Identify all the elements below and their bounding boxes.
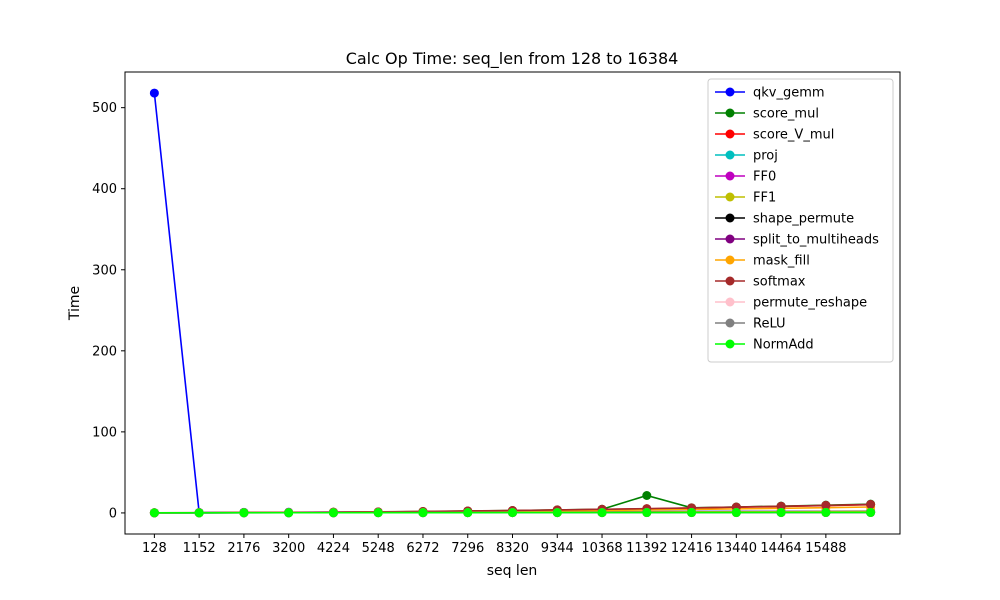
legend-entry-ff0: FF0 <box>715 170 776 185</box>
legend-entry-qkv-gemm: qkv_gemm <box>715 86 825 101</box>
x-tick-label: 3200 <box>272 541 305 556</box>
legend-label: score_mul <box>753 107 819 122</box>
legend-label: FF0 <box>753 170 776 185</box>
data-point-normadd <box>418 508 428 518</box>
legend-entry-score-v-mul: score_V_mul <box>715 128 834 143</box>
data-point-normadd <box>552 508 562 518</box>
data-point-normadd <box>597 508 607 518</box>
legend-entry-score-mul: score_mul <box>715 107 819 122</box>
x-tick-label: 128 <box>142 541 167 556</box>
y-tick-label: 400 <box>92 182 117 197</box>
data-point-qkv-gemm <box>149 88 159 98</box>
y-axis: 0 100 200 300 400 500 <box>92 101 125 521</box>
x-tick-label: 4224 <box>317 541 350 556</box>
y-tick-label: 300 <box>92 263 117 278</box>
legend-label: FF1 <box>753 191 776 206</box>
data-point-normadd <box>149 508 159 518</box>
legend-entry-ff1: FF1 <box>715 191 776 206</box>
data-point-normadd <box>463 508 473 518</box>
series-normadd <box>149 507 876 518</box>
x-tick-label: 13440 <box>716 541 757 556</box>
legend-swatch-marker <box>725 234 735 244</box>
legend-swatch-marker <box>725 108 735 118</box>
legend-swatch-marker <box>725 87 735 97</box>
data-point-normadd <box>194 508 204 518</box>
data-point-normadd <box>687 508 697 518</box>
y-tick-label: 0 <box>109 506 117 521</box>
legend-box <box>707 78 894 363</box>
legend-label: mask_fill <box>753 254 810 269</box>
data-point-softmax <box>821 500 831 510</box>
series-layer <box>149 88 876 518</box>
data-point-softmax <box>776 501 786 511</box>
x-tick-label: 10368 <box>581 541 622 556</box>
legend-entry-normadd: NormAdd <box>715 338 814 353</box>
legend-label: score_V_mul <box>753 128 834 143</box>
x-tick-label: 1152 <box>183 541 216 556</box>
x-tick-label: 2176 <box>227 541 260 556</box>
data-point-normadd <box>866 507 876 517</box>
x-tick-label: 15488 <box>805 541 846 556</box>
data-point-score-mul <box>642 491 652 500</box>
plot-area <box>124 71 901 535</box>
legend-swatch-marker <box>725 297 735 307</box>
legend-swatch-marker <box>725 318 735 328</box>
legend-label: ReLU <box>753 317 786 332</box>
legend-swatch-marker <box>725 171 735 181</box>
x-tick-label: 12416 <box>671 541 712 556</box>
x-tick-label: 11392 <box>626 541 667 556</box>
data-point-normadd <box>776 507 786 517</box>
legend-entry-mask-fill: mask_fill <box>715 254 810 269</box>
x-axis: 128 1152 2176 3200 4224 5248 6272 7296 8320 9344 1… <box>142 534 847 556</box>
data-point-normadd <box>731 508 741 518</box>
data-point-normadd <box>239 508 249 518</box>
chart-title: Calc Op Time: seq_len from 128 to 16384 <box>346 49 679 69</box>
legend-swatch-marker <box>725 150 735 160</box>
legend-label: permute_reshape <box>753 296 867 311</box>
data-point-normadd <box>284 508 294 518</box>
legend-swatch-marker <box>725 129 735 139</box>
legend-entry-shape-permute: shape_permute <box>715 212 854 227</box>
x-axis-label: seq len <box>487 563 538 579</box>
data-point-softmax <box>866 499 876 509</box>
x-tick-label: 7296 <box>451 541 484 556</box>
y-tick-label: 200 <box>92 344 117 359</box>
legend-entry-proj: proj <box>715 149 778 164</box>
legend-label: shape_permute <box>753 212 854 227</box>
y-axis-label: Time <box>67 286 83 321</box>
legend-swatch-marker <box>725 276 735 286</box>
y-tick-label: 500 <box>92 101 117 116</box>
legend-label: proj <box>753 149 778 164</box>
legend-swatch-marker <box>725 192 735 202</box>
legend-label: softmax <box>753 275 806 290</box>
legend-swatch-marker <box>725 213 735 223</box>
legend-swatch-marker <box>725 339 735 349</box>
legend-entry-softmax: softmax <box>715 275 806 290</box>
legend-entry-split-to-multiheads: split_to_multiheads <box>715 233 879 248</box>
data-point-normadd <box>821 507 831 517</box>
legend-label: split_to_multiheads <box>753 233 879 248</box>
legend-entry-permute-reshape: permute_reshape <box>715 296 867 311</box>
data-point-normadd <box>373 508 383 518</box>
data-point-normadd <box>642 508 652 518</box>
x-tick-label: 8320 <box>496 541 529 556</box>
x-tick-label: 5248 <box>362 541 395 556</box>
legend-label: qkv_gemm <box>753 86 825 101</box>
data-point-normadd <box>328 508 338 518</box>
legend-swatch-marker <box>725 255 735 265</box>
x-tick-label: 6272 <box>406 541 439 556</box>
data-point-normadd <box>508 508 517 518</box>
x-tick-label: 9344 <box>541 541 574 556</box>
legend-entry-relu: ReLU <box>715 317 786 332</box>
legend-label: NormAdd <box>753 338 814 353</box>
x-tick-label: 14464 <box>760 541 801 556</box>
y-tick-label: 100 <box>92 425 117 440</box>
